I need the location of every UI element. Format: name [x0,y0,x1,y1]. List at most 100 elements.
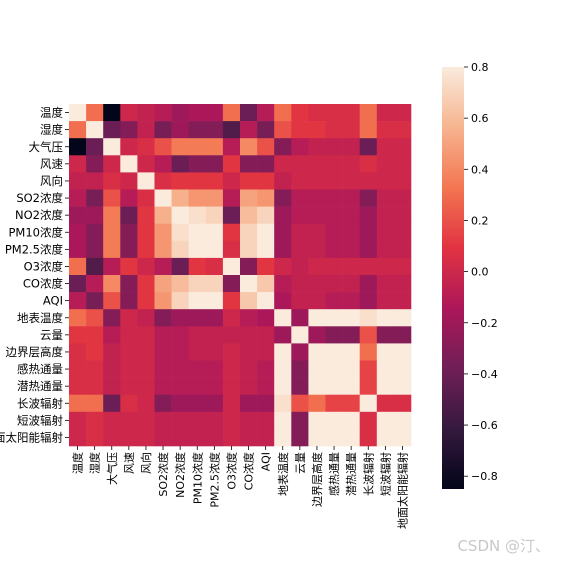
heatmap-cell [308,377,326,395]
heatmap-cell [222,172,241,190]
heatmap-cell [257,189,275,207]
heatmap-cell [240,343,258,361]
heatmap-cell [376,172,395,190]
x-tick-label: 感热通量 [328,452,341,496]
heatmap-cell [342,223,360,242]
heatmap-cell [137,189,155,207]
heatmap-cell [120,121,138,139]
x-tick-label: SO2浓度 [156,452,170,497]
x-tick-label: 长波辐射 [361,452,375,496]
heatmap-cell [188,326,207,344]
heatmap-cell [69,223,87,242]
heatmap-cell [188,394,207,413]
heatmap-cell [308,275,326,293]
heatmap-cell [291,428,309,447]
y-tick-label: 风速 [40,157,63,171]
heatmap-cell [171,172,189,190]
heatmap-cell [86,292,104,310]
heatmap-cell [342,428,360,447]
heatmap-cell [154,394,172,413]
heatmap-cell [69,326,87,344]
heatmap-cell [103,104,121,122]
colorbar-tick-label: −0.4 [471,368,498,381]
heatmap-cell [240,257,258,276]
heatmap-cell [120,292,138,310]
heatmap-cell [222,343,241,361]
heatmap-cell [325,377,343,395]
heatmap-cell [240,394,258,413]
heatmap-cell [308,206,326,224]
heatmap-cell [171,240,189,259]
heatmap-cell [274,189,292,207]
heatmap-cell [69,360,87,378]
heatmap-cell [393,155,412,173]
heatmap-cell [376,189,395,207]
heatmap-cell [325,240,343,259]
heatmap-cell [171,206,189,224]
heatmap-cell [257,394,275,413]
x-tick-labels: 温度 湿度 大气压 风速 风向 SO2浓度 NO2浓度 PM10浓度 PM2.5浓度 O3浓度 CO… [71,446,409,529]
heatmap-cell [205,411,224,430]
heatmap-cell [86,326,104,344]
heatmap-cell [240,172,258,190]
heatmap-cell [274,138,292,156]
x-tick-label: 风速 [123,452,136,474]
heatmap-cell [69,257,87,276]
heatmap-cell [205,275,224,293]
heatmap-cell [376,428,395,447]
heatmap-cell [103,394,121,413]
heatmap-cell [257,240,275,259]
x-tick-label: 温度 [71,452,85,474]
heatmap-cell [120,428,138,447]
x-tick-label: NO2浓度 [173,452,187,498]
heatmap-cell [376,292,395,310]
heatmap-cell [376,121,395,139]
heatmap-cell [291,121,309,139]
heatmap-cell [86,377,104,395]
heatmap-cell [205,428,224,447]
heatmap-cell [240,189,258,207]
heatmap-cell [171,394,189,413]
heatmap-cell [240,138,258,156]
heatmap-cell [171,155,189,173]
heatmap-cell [120,377,138,395]
x-tick-label: 短波辐射 [378,452,392,496]
heatmap-cell [188,275,207,293]
heatmap-cell [205,104,224,122]
heatmap-cell [205,360,224,378]
heatmap-cell [137,121,155,139]
heatmap-cell [120,240,138,259]
heatmap-cell [393,343,412,361]
heatmap-cell [86,343,104,361]
x-tick-label: 湿度 [88,452,102,474]
heatmap-cell [291,360,309,378]
heatmap-cell [325,223,343,242]
heatmap-cell [342,343,360,361]
heatmap-cell [222,206,241,224]
heatmap-cells [69,104,412,447]
heatmap-cell [171,138,189,156]
heatmap-cell [120,172,138,190]
heatmap-cell [120,206,138,224]
heatmap-cell [274,428,292,447]
y-tick-label: NO2浓度 [15,208,63,222]
heatmap-cell [171,343,189,361]
heatmap-cell [120,360,138,378]
heatmap-cell [154,275,172,293]
heatmap-cell [393,309,412,327]
heatmap-cell [222,411,241,430]
heatmap-cell [291,394,309,413]
heatmap-cell [257,121,275,139]
heatmap-cell [69,172,87,190]
heatmap-cell [103,223,121,242]
heatmap-cell [274,121,292,139]
heatmap-cell [359,326,378,344]
heatmap-cell [291,240,309,259]
heatmap-cell [342,309,360,327]
heatmap-cell [274,275,292,293]
y-tick-label: AQI [43,294,63,308]
heatmap-cell [308,138,326,156]
heatmap-cell [137,394,155,413]
heatmap-cell [308,360,326,378]
